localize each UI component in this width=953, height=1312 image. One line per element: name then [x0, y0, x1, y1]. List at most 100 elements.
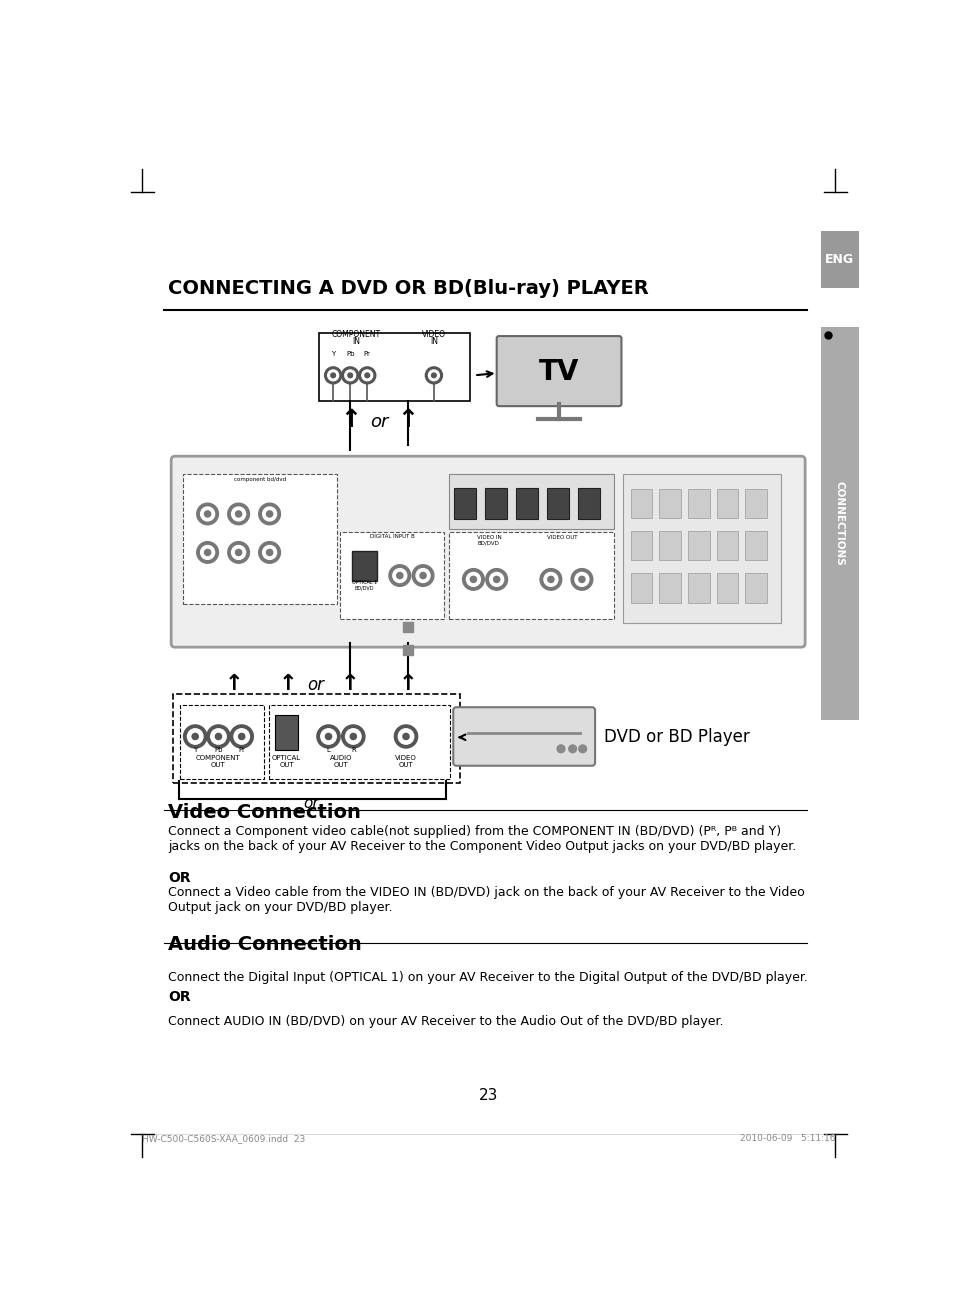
FancyBboxPatch shape — [319, 333, 470, 400]
Circle shape — [543, 572, 558, 586]
FancyBboxPatch shape — [448, 474, 614, 529]
FancyBboxPatch shape — [340, 531, 443, 619]
Circle shape — [539, 568, 561, 590]
Text: ↑: ↑ — [224, 674, 243, 694]
FancyBboxPatch shape — [820, 231, 858, 289]
Circle shape — [200, 546, 214, 559]
Circle shape — [575, 572, 588, 586]
Circle shape — [266, 550, 273, 555]
Circle shape — [331, 373, 335, 378]
Bar — [744, 531, 766, 560]
Circle shape — [365, 373, 369, 378]
Circle shape — [262, 506, 276, 521]
Text: or: or — [307, 676, 323, 694]
Circle shape — [200, 506, 214, 521]
FancyBboxPatch shape — [453, 707, 595, 766]
Text: Pb: Pb — [346, 352, 355, 357]
Bar — [687, 488, 709, 518]
Circle shape — [358, 367, 375, 384]
Circle shape — [328, 370, 338, 380]
Text: ENG: ENG — [823, 253, 853, 266]
FancyBboxPatch shape — [820, 327, 858, 719]
FancyBboxPatch shape — [448, 531, 614, 619]
Circle shape — [196, 504, 218, 525]
Bar — [744, 488, 766, 518]
Circle shape — [325, 733, 332, 740]
Circle shape — [578, 576, 584, 583]
Circle shape — [350, 733, 356, 740]
Circle shape — [228, 504, 249, 525]
Circle shape — [341, 367, 358, 384]
Bar — [659, 531, 680, 560]
Text: VIDEO: VIDEO — [395, 756, 416, 761]
Circle shape — [211, 728, 226, 744]
FancyBboxPatch shape — [274, 715, 298, 750]
Text: COMPONENT: COMPONENT — [332, 331, 380, 340]
Bar — [716, 531, 738, 560]
Text: DIGITAL INPUT B: DIGITAL INPUT B — [369, 534, 414, 539]
Circle shape — [196, 542, 218, 563]
Text: OUT: OUT — [279, 762, 294, 769]
Circle shape — [192, 733, 198, 740]
Text: Audio Connection: Audio Connection — [168, 935, 361, 954]
Text: Connect AUDIO IN (BD/DVD) on your AV Receiver to the Audio Out of the DVD/BD pla: Connect AUDIO IN (BD/DVD) on your AV Rec… — [168, 1014, 722, 1027]
Text: Y: Y — [331, 352, 335, 357]
Circle shape — [316, 726, 340, 748]
Circle shape — [232, 546, 245, 559]
Text: ↑: ↑ — [278, 674, 297, 694]
Circle shape — [425, 367, 442, 384]
Text: Connect a Component video cable(not supplied) from the COMPONENT IN (BD/DVD) (Pᴿ: Connect a Component video cable(not supp… — [168, 825, 796, 853]
Circle shape — [571, 568, 592, 590]
Text: Connect a Video cable from the VIDEO IN (BD/DVD) jack on the back of your AV Rec: Connect a Video cable from the VIDEO IN … — [168, 886, 804, 913]
Circle shape — [262, 546, 276, 559]
Text: Connect the Digital Input (OPTICAL 1) on your AV Receiver to the Digital Output : Connect the Digital Input (OPTICAL 1) on… — [168, 971, 807, 984]
Circle shape — [183, 726, 207, 748]
Text: BD/DVD: BD/DVD — [477, 541, 499, 546]
Bar — [659, 488, 680, 518]
Text: VIDEO IN: VIDEO IN — [476, 535, 500, 541]
Circle shape — [258, 542, 280, 563]
Circle shape — [235, 510, 241, 517]
Bar — [659, 573, 680, 602]
FancyBboxPatch shape — [183, 474, 336, 604]
Circle shape — [320, 728, 335, 744]
Bar — [630, 573, 652, 602]
Circle shape — [345, 728, 360, 744]
Bar — [687, 573, 709, 602]
Text: IN: IN — [430, 337, 437, 346]
Circle shape — [557, 745, 564, 753]
Text: ↑: ↑ — [396, 408, 417, 432]
Text: component bd/dvd: component bd/dvd — [233, 476, 286, 482]
Text: Y: Y — [193, 747, 197, 753]
Circle shape — [341, 726, 365, 748]
Circle shape — [207, 726, 230, 748]
Circle shape — [397, 728, 414, 744]
Text: 2010-06-09   5:11:16: 2010-06-09 5:11:16 — [740, 1134, 835, 1143]
Text: AUDIO: AUDIO — [330, 756, 352, 761]
Text: OR: OR — [168, 991, 191, 1005]
Text: OUT: OUT — [211, 762, 226, 769]
FancyBboxPatch shape — [352, 551, 376, 581]
Text: ↑: ↑ — [339, 408, 360, 432]
Text: or: or — [302, 796, 318, 811]
Circle shape — [348, 373, 353, 378]
Text: CONNECTIONS: CONNECTIONS — [833, 480, 843, 565]
Text: L: L — [326, 747, 330, 753]
Text: OUT: OUT — [334, 762, 348, 769]
Text: HW-C500-C560S-XAA_0609.indd  23: HW-C500-C560S-XAA_0609.indd 23 — [142, 1134, 305, 1143]
Circle shape — [215, 733, 221, 740]
Bar — [716, 488, 738, 518]
Circle shape — [462, 568, 484, 590]
Circle shape — [547, 576, 554, 583]
Circle shape — [232, 506, 245, 521]
Circle shape — [344, 370, 355, 380]
Circle shape — [402, 733, 409, 740]
Circle shape — [568, 745, 576, 753]
Bar — [687, 531, 709, 560]
FancyBboxPatch shape — [484, 488, 506, 518]
Text: OPTICAL 1
BD/DVD: OPTICAL 1 BD/DVD — [351, 580, 376, 590]
Text: OPTICAL: OPTICAL — [272, 756, 301, 761]
Text: DVD or BD Player: DVD or BD Player — [603, 728, 749, 747]
Text: VIDEO OUT: VIDEO OUT — [547, 535, 578, 541]
Circle shape — [204, 550, 211, 555]
